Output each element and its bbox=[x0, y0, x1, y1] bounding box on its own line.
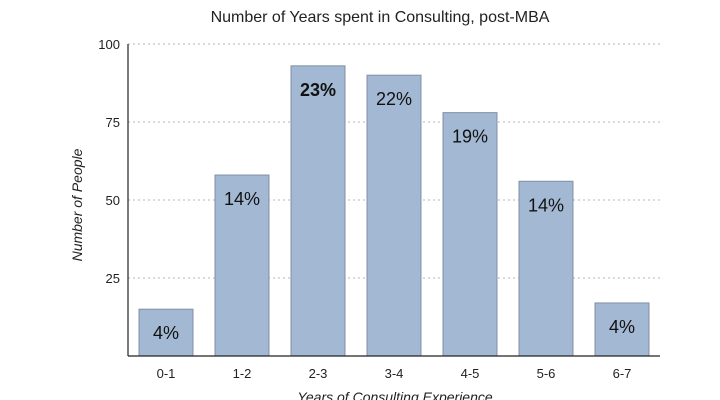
bars-layer bbox=[138, 65, 650, 357]
labels-layer: 25 50 75 100 4% 0-1 14% 1-2 23% 2-3 22% 3-4 19% 4-5 14… bbox=[98, 37, 635, 381]
y-axis-label: Number of People bbox=[69, 148, 85, 261]
bar-value-label: 14% bbox=[224, 189, 260, 209]
x-tick-label: 2-3 bbox=[309, 366, 328, 381]
axes-layer bbox=[127, 44, 660, 357]
x-tick-label: 1-2 bbox=[233, 366, 252, 381]
x-tick-label: 0-1 bbox=[157, 366, 176, 381]
bar-value-label: 14% bbox=[528, 195, 564, 215]
x-tick-label: 6-7 bbox=[613, 366, 632, 381]
bar-5-6 bbox=[518, 180, 574, 357]
bar-6-7 bbox=[594, 302, 650, 357]
x-axis-label: Years of Consulting Experience bbox=[297, 389, 493, 400]
x-tick-label: 3-4 bbox=[385, 366, 404, 381]
y-tick-label: 25 bbox=[106, 271, 120, 286]
bar-value-label: 4% bbox=[609, 317, 635, 337]
y-tick-label: 75 bbox=[106, 115, 120, 130]
y-tick-label: 50 bbox=[106, 193, 120, 208]
bar-value-label: 23% bbox=[300, 80, 336, 100]
bar-2-3 bbox=[290, 65, 346, 357]
bar-4-5 bbox=[442, 112, 498, 357]
bar-value-label: 4% bbox=[153, 323, 179, 343]
bar-value-label: 19% bbox=[452, 127, 488, 147]
x-tick-label: 4-5 bbox=[461, 366, 480, 381]
chart-title: Number of Years spent in Consulting, pos… bbox=[211, 9, 550, 26]
bar-1-2 bbox=[214, 174, 270, 357]
bar-value-label: 22% bbox=[376, 89, 412, 109]
bar-3-4 bbox=[366, 74, 422, 357]
y-tick-label: 100 bbox=[98, 37, 120, 52]
x-tick-label: 5-6 bbox=[537, 366, 556, 381]
